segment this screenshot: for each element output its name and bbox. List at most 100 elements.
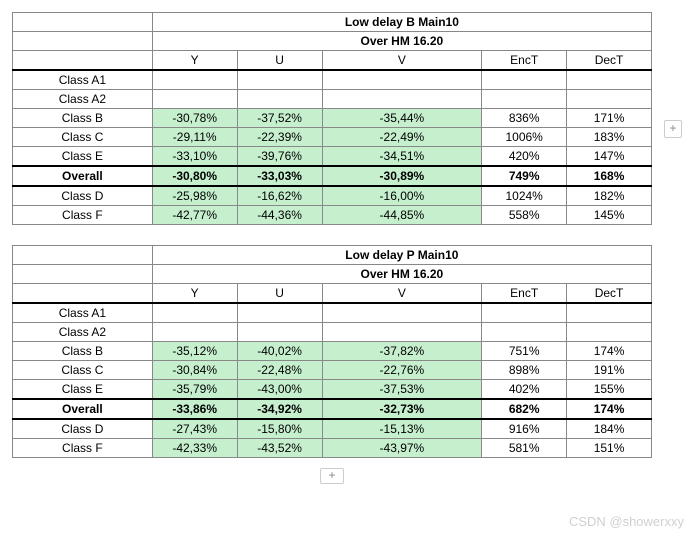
data-cell: 898% [482,361,567,380]
data-cell: 155% [567,380,652,400]
row-label: Class A2 [13,90,153,109]
row-label: Class B [13,109,153,128]
data-cell: -39,76% [237,147,322,167]
data-cell: 182% [567,186,652,206]
row-label: Class D [13,186,153,206]
data-table-0: Low delay B Main10Over HM 16.20YUVEncTDe… [12,12,652,225]
data-cell [482,323,567,342]
data-cell: -30,80% [152,166,237,186]
data-cell: -43,00% [237,380,322,400]
col-header: V [322,51,482,71]
expand-button-right[interactable]: + [664,120,682,138]
data-cell: 147% [567,147,652,167]
col-header: EncT [482,51,567,71]
blank-cell [13,246,153,265]
data-cell: -29,11% [152,128,237,147]
data-cell: -34,92% [237,399,322,419]
data-cell: -42,77% [152,206,237,225]
col-header: Y [152,284,237,304]
data-cell [482,303,567,323]
blank-cell [13,32,153,51]
data-cell: 174% [567,399,652,419]
data-cell: -25,98% [152,186,237,206]
data-cell: -15,80% [237,419,322,439]
data-cell: 183% [567,128,652,147]
data-cell: -37,82% [322,342,482,361]
row-label: Class B [13,342,153,361]
data-cell: 174% [567,342,652,361]
col-header: U [237,51,322,71]
data-cell: -22,49% [322,128,482,147]
row-label: Class E [13,147,153,167]
data-cell: -33,03% [237,166,322,186]
data-cell [482,70,567,90]
expand-button-bottom-wrap: + [12,468,652,484]
expand-button-bottom[interactable]: + [320,468,344,484]
data-cell: 581% [482,439,567,458]
data-cell: 751% [482,342,567,361]
data-cell: -42,33% [152,439,237,458]
data-cell: -44,85% [322,206,482,225]
row-label: Class E [13,380,153,400]
col-header: V [322,284,482,304]
table-title: Low delay P Main10 [152,246,651,265]
data-cell: 171% [567,109,652,128]
data-cell: -35,12% [152,342,237,361]
data-cell: -15,13% [322,419,482,439]
data-cell [152,323,237,342]
data-cell: -37,53% [322,380,482,400]
row-label: Class A2 [13,323,153,342]
data-cell [322,323,482,342]
col-header: EncT [482,284,567,304]
data-cell: 145% [567,206,652,225]
data-cell: -16,00% [322,186,482,206]
data-cell: 191% [567,361,652,380]
data-cell: -22,48% [237,361,322,380]
blank-cell [13,13,153,32]
data-cell: -33,86% [152,399,237,419]
data-cell: 682% [482,399,567,419]
data-cell: -22,39% [237,128,322,147]
data-cell [237,90,322,109]
data-cell: -33,10% [152,147,237,167]
data-cell: -30,89% [322,166,482,186]
row-label: Class A1 [13,303,153,323]
table-subtitle: Over HM 16.20 [152,265,651,284]
data-cell: -37,52% [237,109,322,128]
data-cell: 184% [567,419,652,439]
data-cell [237,70,322,90]
row-label: Class F [13,439,153,458]
data-cell: 1006% [482,128,567,147]
table-subtitle: Over HM 16.20 [152,32,651,51]
data-cell [322,90,482,109]
data-cell: -16,62% [237,186,322,206]
data-cell [152,303,237,323]
col-header: DecT [567,284,652,304]
data-cell [567,70,652,90]
data-cell [322,70,482,90]
data-cell: 402% [482,380,567,400]
tables-container: Low delay B Main10Over HM 16.20YUVEncTDe… [12,12,682,458]
data-cell: 558% [482,206,567,225]
data-table-1: Low delay P Main10Over HM 16.20YUVEncTDe… [12,245,652,458]
row-label: Class A1 [13,70,153,90]
data-cell [567,90,652,109]
data-cell [567,323,652,342]
col-header: U [237,284,322,304]
data-cell: -22,76% [322,361,482,380]
data-cell: -43,52% [237,439,322,458]
data-cell: -40,02% [237,342,322,361]
blank-cell [13,51,153,71]
data-cell: 420% [482,147,567,167]
data-cell: -43,97% [322,439,482,458]
data-cell: 916% [482,419,567,439]
col-header: Y [152,51,237,71]
row-label: Class D [13,419,153,439]
blank-cell [13,265,153,284]
data-cell [482,90,567,109]
row-label: Class C [13,361,153,380]
data-cell: -30,84% [152,361,237,380]
data-cell: 749% [482,166,567,186]
data-cell: -27,43% [152,419,237,439]
data-cell: -35,79% [152,380,237,400]
